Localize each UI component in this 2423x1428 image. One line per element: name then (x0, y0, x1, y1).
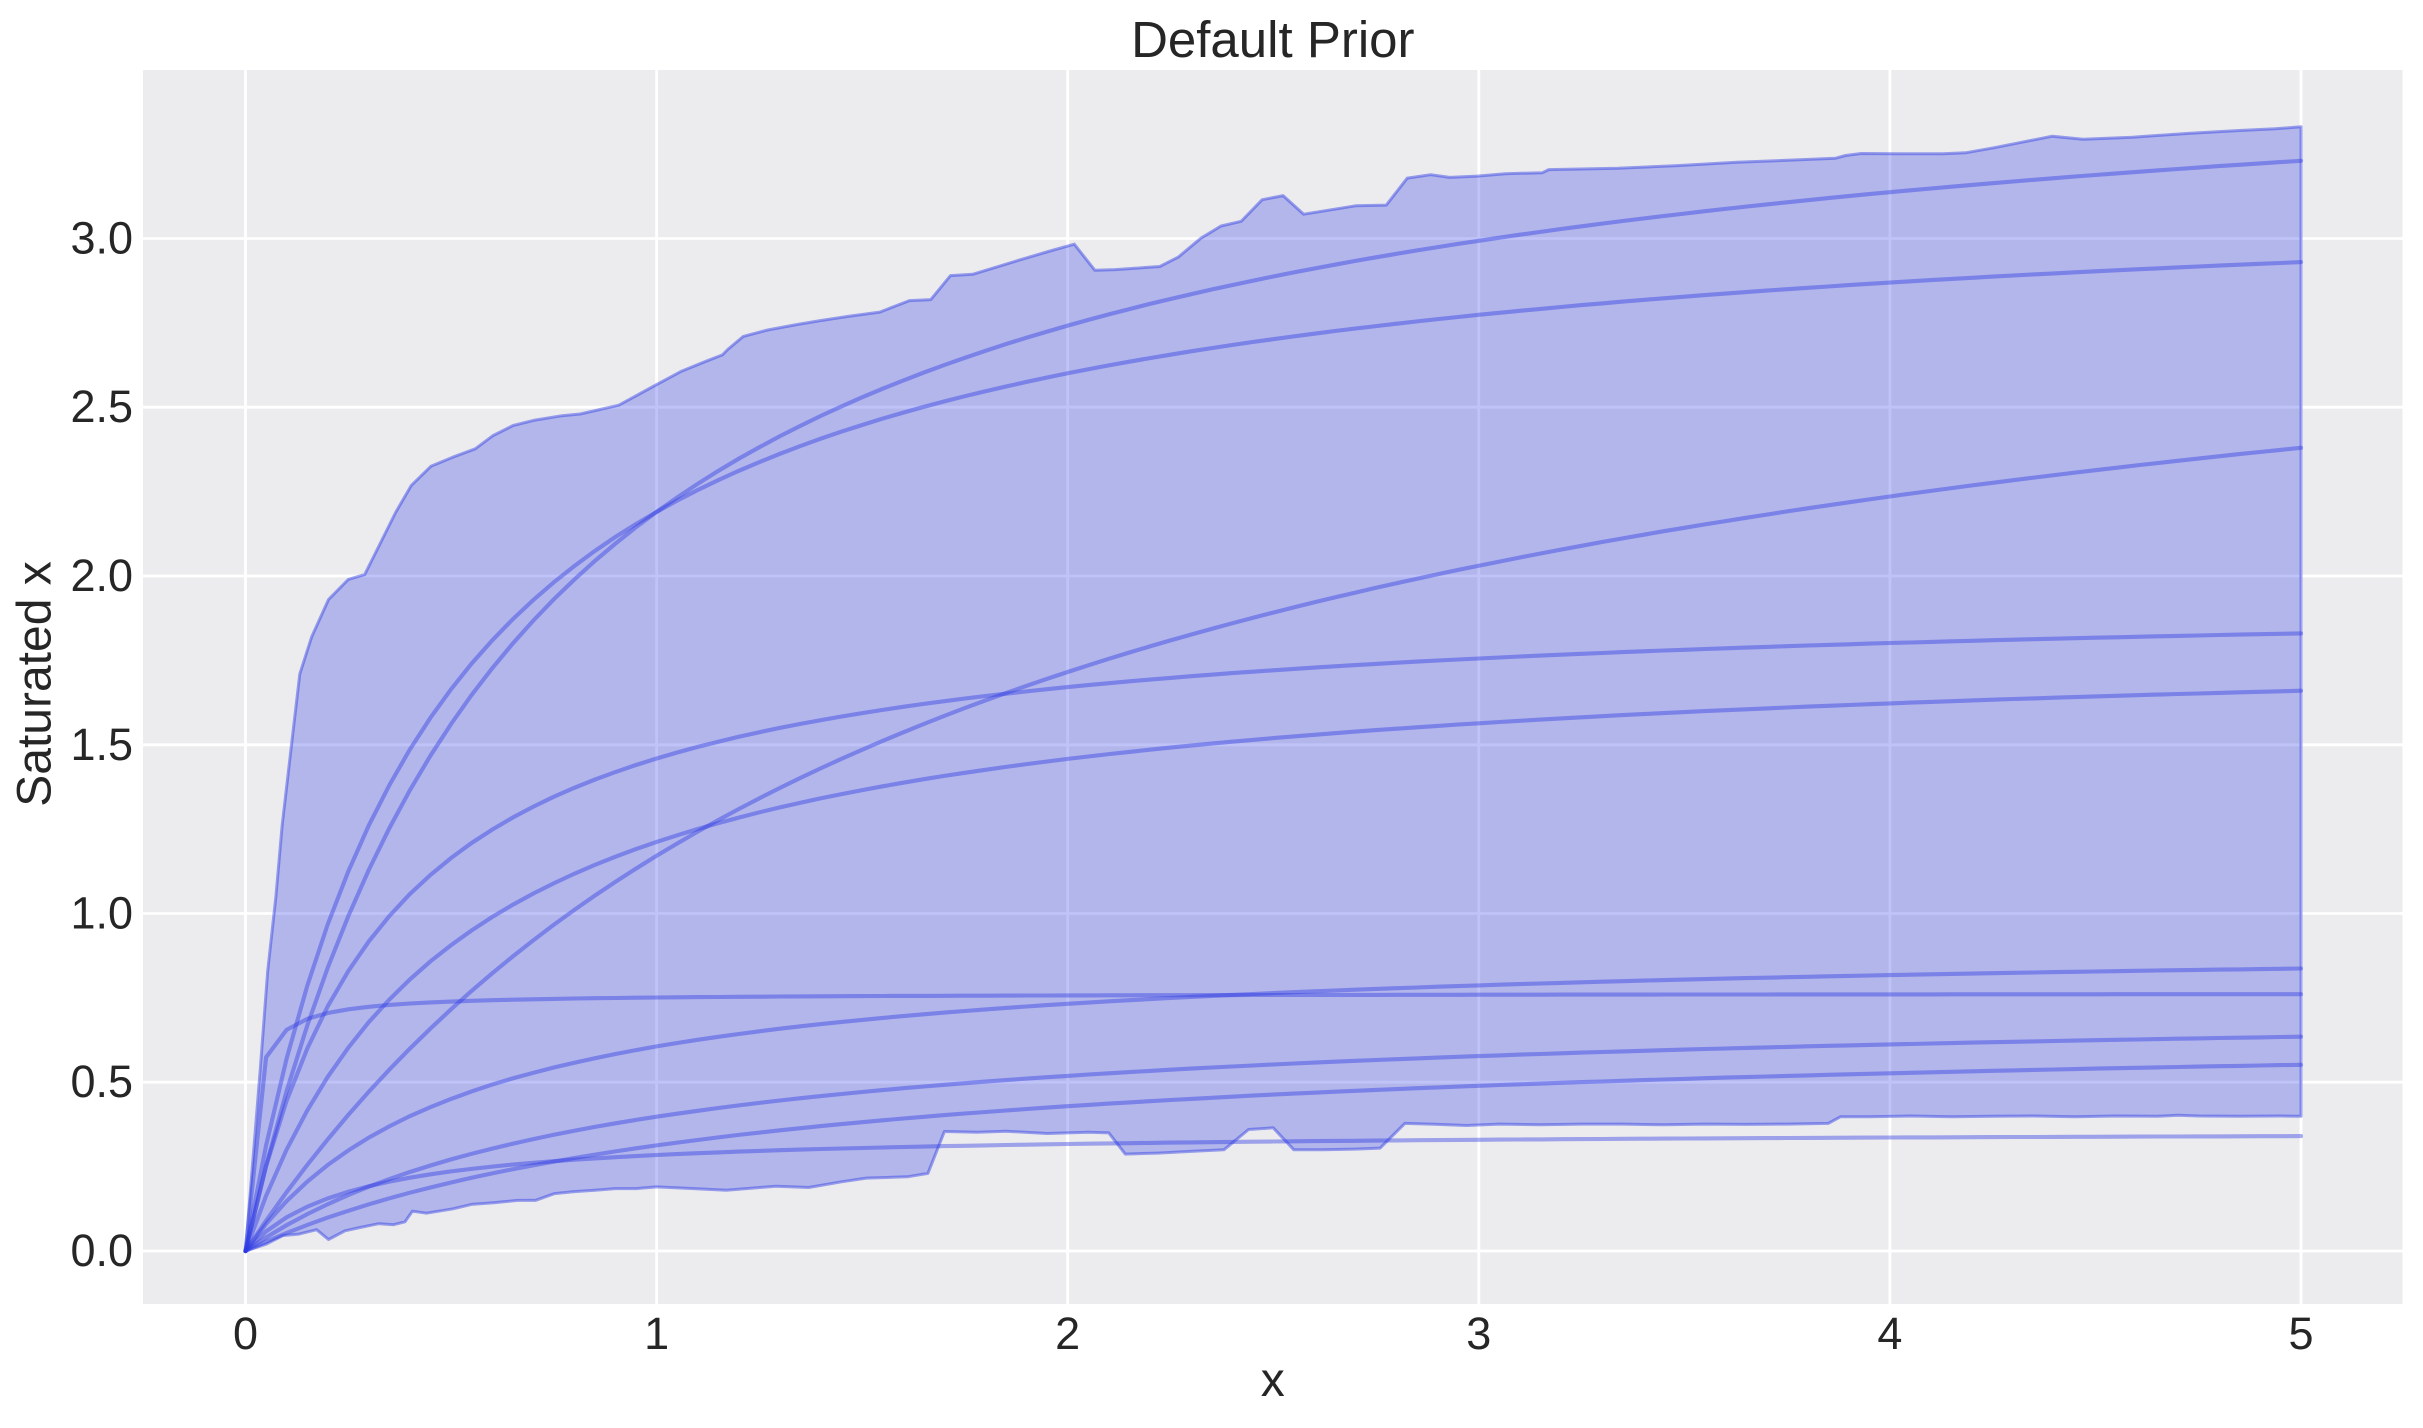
svg-text:4: 4 (1877, 1308, 1902, 1359)
svg-text:2.5: 2.5 (70, 381, 133, 432)
svg-text:5: 5 (2288, 1308, 2313, 1359)
svg-text:3: 3 (1466, 1308, 1491, 1359)
svg-text:0: 0 (233, 1308, 258, 1359)
svg-text:1: 1 (644, 1308, 669, 1359)
svg-text:2.0: 2.0 (70, 550, 133, 601)
svg-text:Default Prior: Default Prior (1131, 11, 1414, 68)
svg-text:1.5: 1.5 (70, 719, 133, 770)
svg-text:2: 2 (1055, 1308, 1080, 1359)
svg-text:Saturated x: Saturated x (9, 561, 62, 806)
svg-text:3.0: 3.0 (70, 213, 133, 264)
svg-text:1.0: 1.0 (70, 888, 133, 939)
svg-text:x: x (1261, 1354, 1285, 1407)
svg-text:0.5: 0.5 (70, 1056, 133, 1107)
svg-text:0.0: 0.0 (70, 1225, 133, 1276)
